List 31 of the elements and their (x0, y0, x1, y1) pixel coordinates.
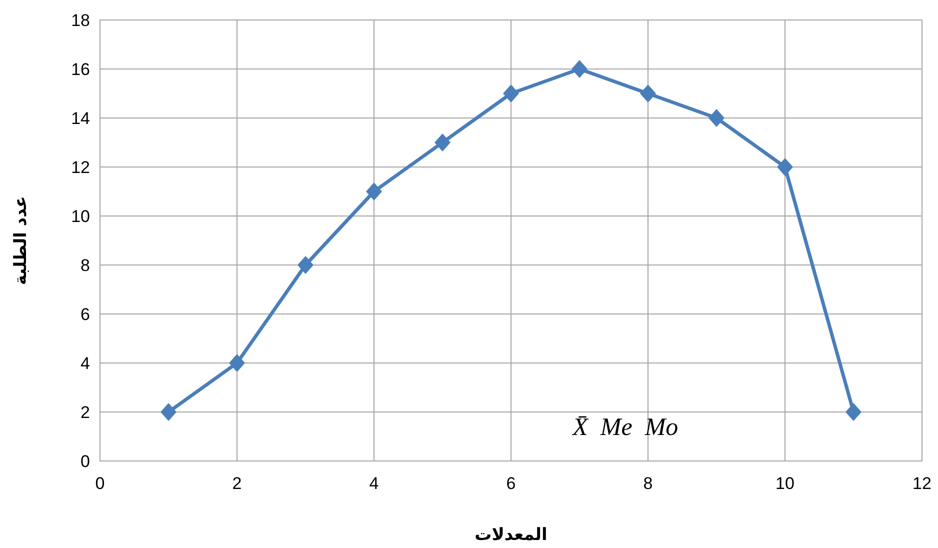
annotation: X̄ Me Mo (572, 414, 678, 441)
point (160, 403, 176, 421)
point (572, 60, 588, 78)
x-axis-title: المعدلات (474, 525, 548, 545)
y-axis-title: عدد الطلبة (11, 196, 31, 286)
x-tick-label: 6 (506, 474, 516, 493)
x-tick-label: 10 (776, 474, 794, 493)
point (846, 403, 862, 421)
point (708, 109, 724, 127)
y-tick-label: 14 (71, 109, 90, 128)
point (366, 182, 382, 200)
y-tick-label: 10 (71, 207, 90, 226)
point (434, 134, 450, 152)
y-tick-label: 18 (71, 11, 90, 30)
y-tick-label: 12 (71, 158, 90, 177)
x-tick-label: 12 (912, 474, 932, 493)
point (298, 256, 314, 274)
point (503, 84, 519, 102)
y-tick-label: 16 (71, 60, 90, 79)
x-tick-label: 4 (369, 474, 379, 493)
y-tick-label: 6 (80, 305, 90, 324)
point (640, 84, 656, 102)
x-tick-label: 2 (232, 474, 242, 493)
y-tick-label: 0 (80, 452, 90, 471)
point (229, 354, 245, 372)
y-tick-label: 4 (80, 354, 90, 373)
y-tick-label: 8 (80, 256, 90, 275)
x-tick-label: 8 (643, 474, 653, 493)
y-tick-label: 2 (80, 403, 90, 422)
x-tick-label: 0 (95, 474, 105, 493)
point (777, 158, 793, 176)
